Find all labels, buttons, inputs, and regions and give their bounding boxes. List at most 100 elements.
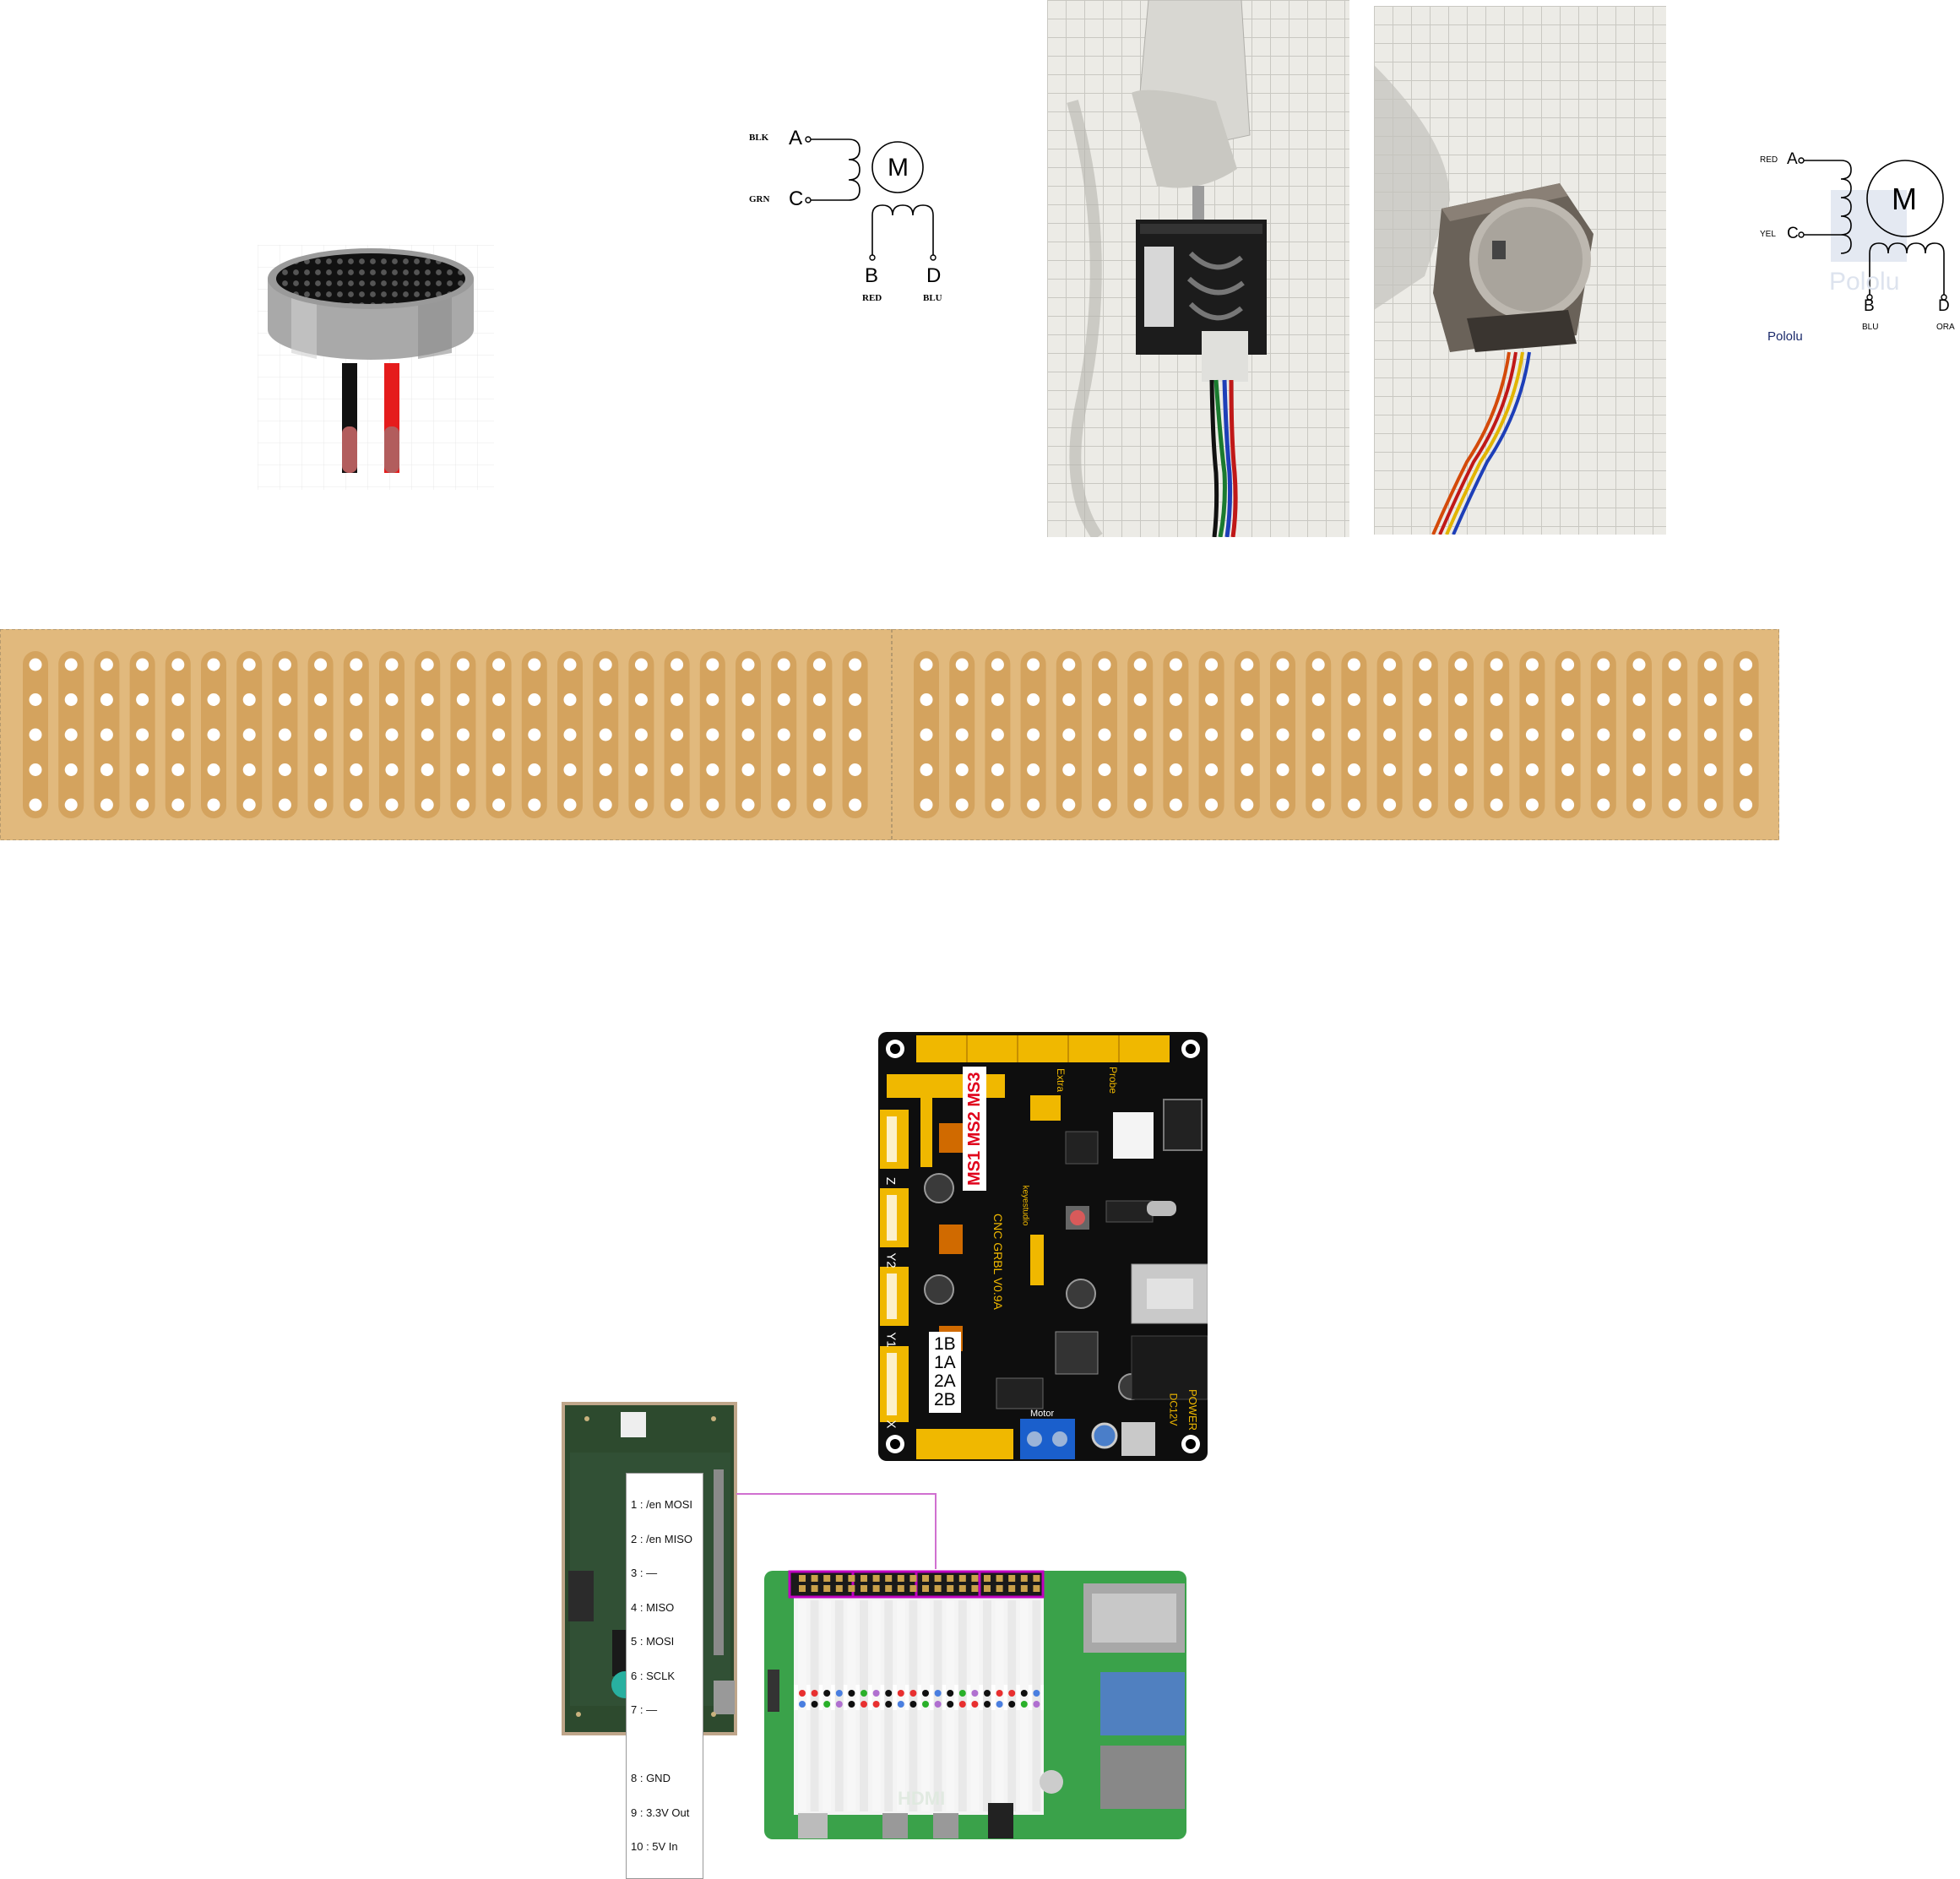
stripboard-hole [1597, 798, 1610, 812]
pi-gpio-dot [1008, 1701, 1016, 1708]
stripboard-hole [528, 658, 541, 671]
stripboard-hole [1311, 728, 1325, 741]
stripboard-hole [563, 763, 577, 776]
rfid-pin-8: 8 : GND [631, 1772, 671, 1784]
wire-label-blk: BLK [749, 133, 769, 143]
stripboard-hole [29, 658, 42, 671]
stripboard-hole [136, 658, 149, 671]
stripboard-hole [1062, 693, 1076, 706]
stripboard-hole [1454, 763, 1468, 776]
stripboard-hole [599, 763, 612, 776]
stripboard-hole [1027, 798, 1040, 812]
stripboard-hole [100, 798, 113, 812]
stripboard-hole [1133, 763, 1147, 776]
stripboard-hole [777, 693, 790, 706]
stepper-photo-front [1374, 6, 1666, 535]
stripboard-hole [29, 728, 42, 741]
stripboard-hole [991, 763, 1004, 776]
pi-header-pin [984, 1585, 991, 1592]
pi-header-pin [909, 1585, 917, 1592]
coil-1a: 1A [934, 1353, 956, 1372]
raspberry-pi-board: HDMI [764, 1567, 1186, 1841]
stripboard-hole [1311, 798, 1325, 812]
pi-header-pin [835, 1585, 843, 1592]
stripboard-hole [100, 728, 113, 741]
stripboard-hole [207, 658, 220, 671]
stripboard-hole [1561, 658, 1575, 671]
stripboard-hole [1454, 693, 1468, 706]
stripboard-hole [1597, 658, 1610, 671]
stripboard-hole [1668, 693, 1681, 706]
pi-header-pin [934, 1585, 942, 1592]
stripboard-hole [171, 728, 185, 741]
pi-gpio-dot [811, 1690, 818, 1697]
stripboard-hole [741, 658, 755, 671]
stripboard-hole [1027, 728, 1040, 741]
rfid-pin-5: 5 : MOSI [631, 1635, 675, 1648]
rfid-pin-3: 3 : — [631, 1567, 658, 1579]
stripboard-hole [849, 763, 862, 776]
stripboard-hole [29, 798, 42, 812]
stripboard-hole [1276, 728, 1289, 741]
pi-header-pin [823, 1585, 831, 1592]
stripboard-hole [1703, 798, 1717, 812]
pi-gpio-dot [1020, 1690, 1028, 1697]
stepper-schematic-right: Pololu M A C B D RED YEL BLU ORA Pololu [1756, 144, 1960, 355]
stripboard-hole [1668, 728, 1681, 741]
stripboard-hole [456, 728, 470, 741]
pi-header-pin [861, 1575, 867, 1582]
stripboard-hole [849, 658, 862, 671]
stripboard-hole [456, 763, 470, 776]
stripboard-hole [671, 658, 684, 671]
pi-header-pin [811, 1575, 818, 1582]
stripboard-hole [1311, 763, 1325, 776]
stripboard-hole [955, 763, 969, 776]
stripboard-hole [991, 658, 1004, 671]
pi-header-pin [835, 1575, 843, 1582]
stripboard-hole [1027, 693, 1040, 706]
stripboard-hole [563, 658, 577, 671]
stripboard [0, 628, 1780, 841]
stripboard-hole [350, 693, 363, 706]
cnc-shield-board: MS1 MS2 MS3 1B 1A 2A 2B Z Y2 Y1 X Extra … [878, 1032, 1208, 1461]
stripboard-hole [955, 798, 969, 812]
stripboard-hole [456, 693, 470, 706]
stripboard-hole [1383, 693, 1397, 706]
rfid-pin-9: 9 : 3.3V Out [631, 1806, 690, 1819]
stripboard-hole [492, 798, 506, 812]
stripboard-hole [1383, 728, 1397, 741]
stripboard-hole [1098, 763, 1111, 776]
stripboard-hole [136, 763, 149, 776]
pi-header-pin [958, 1585, 966, 1592]
stepper-photo-side [1047, 0, 1349, 537]
stripboard-hole [1205, 693, 1219, 706]
stripboard-hole [1311, 658, 1325, 671]
stripboard-hole [812, 728, 826, 741]
pi-header-pin [799, 1575, 806, 1582]
hdmi-label: HDMI [898, 1788, 946, 1809]
stripboard-hole [492, 693, 506, 706]
stripboard-hole [1276, 763, 1289, 776]
stripboard-hole [278, 763, 291, 776]
stripboard-hole [1383, 798, 1397, 812]
stripboard-hole [563, 693, 577, 706]
stripboard-hole [1347, 693, 1360, 706]
stripboard-hole [706, 658, 719, 671]
stripboard-hole [1241, 798, 1254, 812]
pi-gpio-dot [909, 1701, 917, 1708]
pi-header-pin [1033, 1575, 1040, 1582]
motor-label: M [888, 154, 909, 182]
wire-label-red: RED [862, 293, 882, 303]
stripboard-hole [1525, 798, 1539, 812]
pi-gpio-dot [996, 1701, 1003, 1708]
stripboard-hole [171, 763, 185, 776]
pi-gpio-dot [1033, 1690, 1040, 1697]
stripboard-hole [671, 693, 684, 706]
stripboard-hole [1241, 763, 1254, 776]
pi-gpio-dot [958, 1701, 966, 1708]
pi-header-pin [1033, 1585, 1040, 1592]
stripboard-hole [314, 658, 328, 671]
stripboard-hole [1133, 798, 1147, 812]
wire-label-blu: BLU [923, 293, 942, 303]
pi-gpio-dot [984, 1701, 991, 1708]
